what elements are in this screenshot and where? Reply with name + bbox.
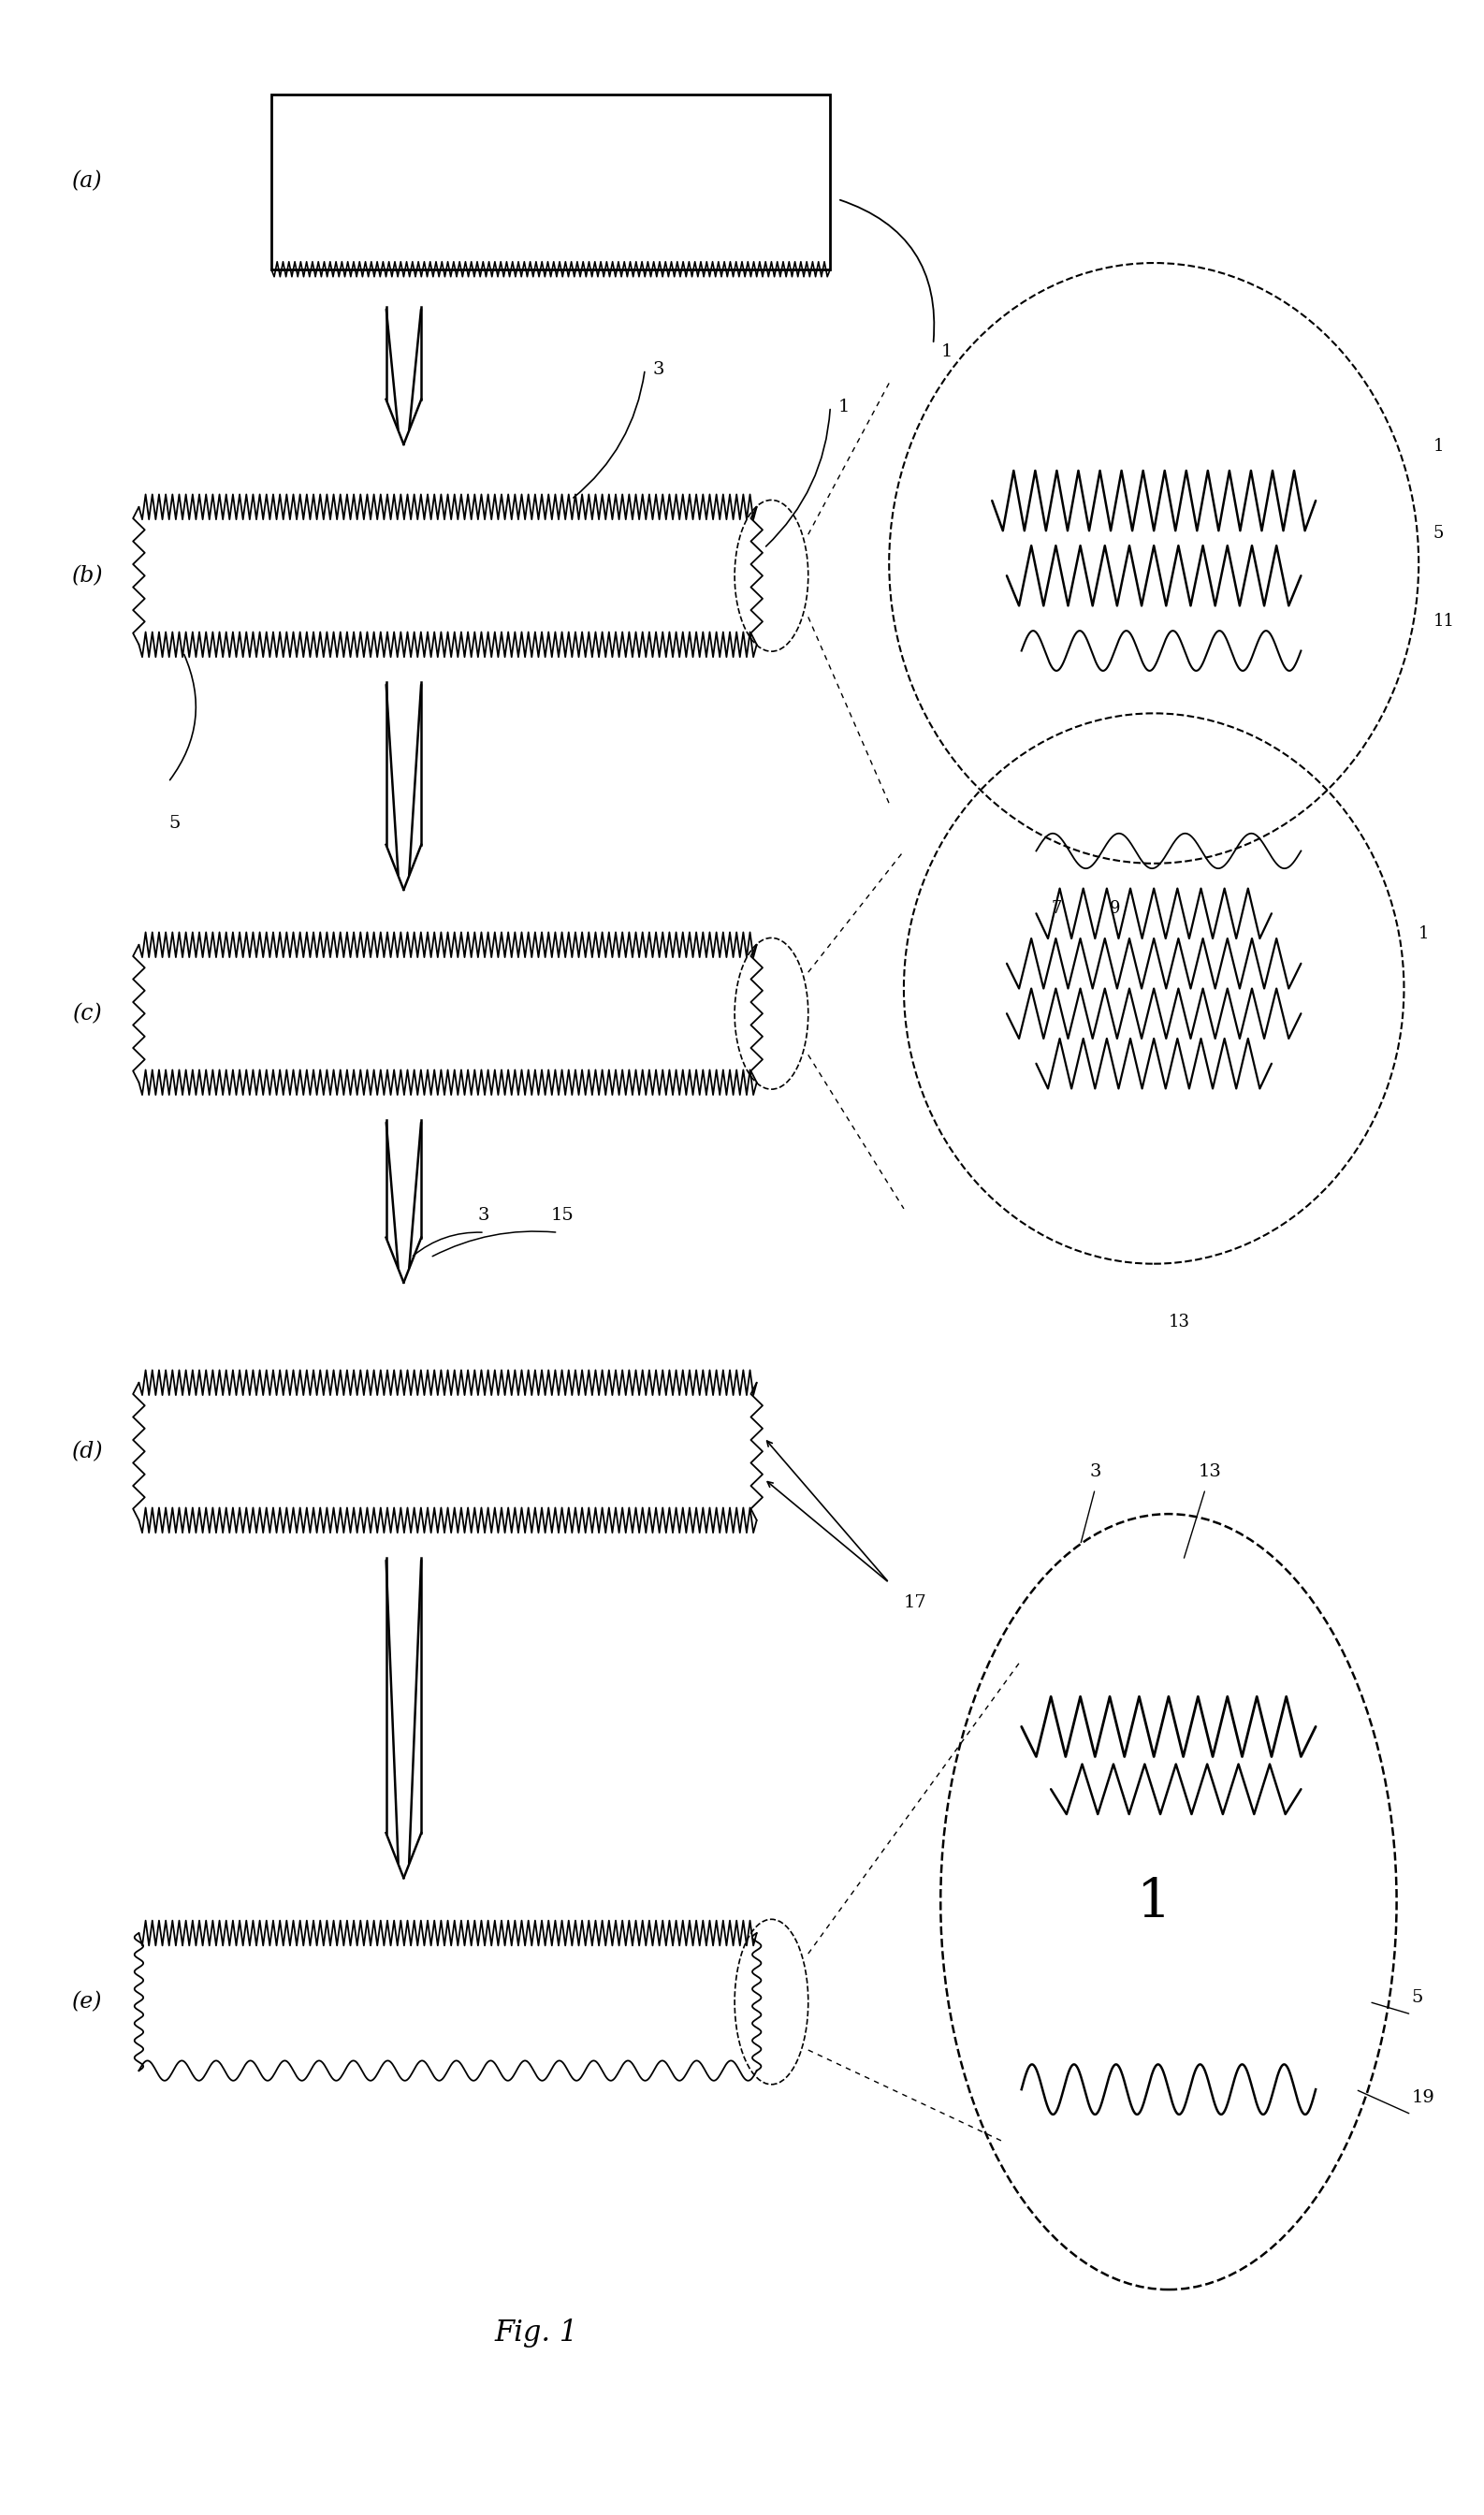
Text: 1: 1 <box>837 397 849 415</box>
Text: 13: 13 <box>1168 1313 1190 1330</box>
Bar <box>272 93 830 269</box>
Text: (a): (a) <box>73 171 102 194</box>
Text: (e): (e) <box>73 1992 102 2012</box>
Text: 17: 17 <box>904 1595 928 1612</box>
Text: 3: 3 <box>478 1207 488 1225</box>
Text: 1: 1 <box>1137 1876 1171 1929</box>
Text: 13: 13 <box>1198 1464 1221 1481</box>
Text: (c): (c) <box>73 1003 102 1024</box>
Text: 5: 5 <box>1411 1989 1423 2004</box>
Text: 1: 1 <box>1419 926 1429 943</box>
Text: 9: 9 <box>1110 900 1120 918</box>
Text: 3: 3 <box>1089 1464 1101 1481</box>
Text: 15: 15 <box>551 1207 574 1225</box>
Text: 19: 19 <box>1411 2090 1435 2105</box>
Text: 3: 3 <box>653 360 663 377</box>
Text: 1: 1 <box>941 345 953 360</box>
Text: Fig. 1: Fig. 1 <box>494 2319 577 2349</box>
Text: 11: 11 <box>1434 614 1454 629</box>
Text: 7: 7 <box>1051 900 1061 918</box>
Text: 1: 1 <box>1434 438 1444 455</box>
Text: (b): (b) <box>71 566 102 586</box>
Text: (d): (d) <box>71 1441 102 1461</box>
Text: 5: 5 <box>168 815 180 832</box>
Text: 5: 5 <box>1434 526 1444 541</box>
